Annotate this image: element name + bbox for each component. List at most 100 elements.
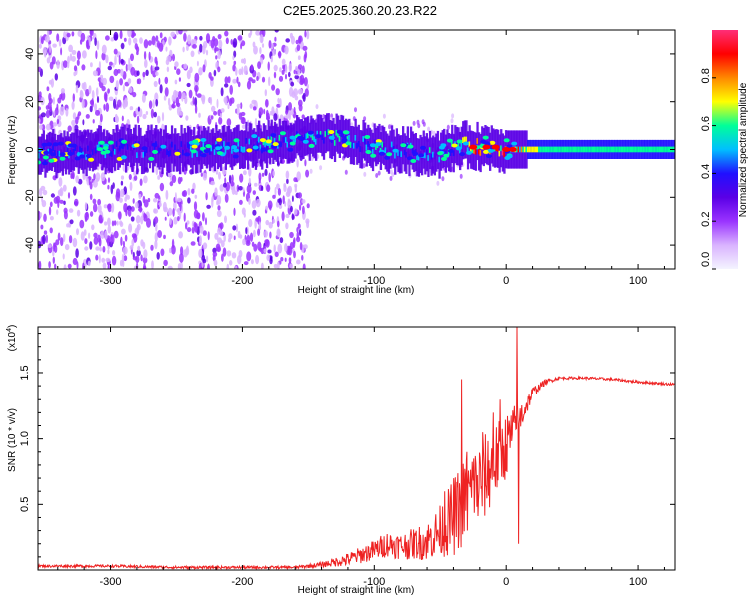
ridge-blob <box>370 153 377 158</box>
noise-speck <box>271 106 275 115</box>
noise-speck <box>154 92 159 102</box>
ridge-core <box>416 154 419 160</box>
y-tick-label: 40 <box>24 48 36 60</box>
noise-speck <box>235 223 239 233</box>
noise-speck <box>78 178 83 185</box>
noise-speck <box>211 105 216 112</box>
noise-speck <box>299 242 303 251</box>
noise-speck <box>319 165 323 171</box>
ridge-blob <box>42 155 49 160</box>
ridge-core <box>324 131 327 137</box>
noise-speck <box>224 177 227 185</box>
noise-speck <box>301 65 305 74</box>
ridge-core <box>451 141 454 147</box>
noise-speck <box>111 220 115 227</box>
noise-speck <box>221 253 224 262</box>
noise-speck <box>38 118 41 124</box>
noise-speck <box>82 119 85 126</box>
ridge-core <box>398 151 402 158</box>
ridge-core <box>226 142 229 148</box>
noise-speck <box>169 247 172 254</box>
ridge-core <box>666 146 669 153</box>
ridge-core <box>237 140 240 147</box>
noise-speck <box>265 99 269 108</box>
noise-speck <box>182 30 188 33</box>
noise-speck <box>107 217 111 227</box>
ridge-blob <box>369 143 376 148</box>
ridge-core <box>515 146 519 153</box>
noise-speck <box>85 114 90 119</box>
noise-speck <box>304 30 307 38</box>
noise-speck <box>291 195 294 202</box>
ridge-core <box>356 142 359 149</box>
ridge-peak <box>508 147 517 152</box>
noise-speck <box>67 61 70 69</box>
ridge-core <box>145 147 148 153</box>
noise-speck <box>127 30 132 38</box>
noise-speck <box>228 174 232 184</box>
noise-speck <box>40 112 46 118</box>
ridge-core <box>599 146 603 153</box>
ridge-core <box>656 146 660 153</box>
ridge-core <box>471 147 474 154</box>
ridge-blob <box>200 153 207 158</box>
snr-background <box>38 327 675 570</box>
noise-speck <box>75 84 79 94</box>
ridge-core <box>612 146 615 153</box>
spectrogram-marks <box>38 30 675 269</box>
ridge-core <box>307 132 310 139</box>
noise-speck <box>220 240 225 248</box>
ridge-blob <box>67 143 74 148</box>
ridge-blob <box>440 143 447 148</box>
noise-speck <box>68 235 73 244</box>
noise-speck <box>66 223 70 228</box>
noise-speck <box>166 55 172 62</box>
noise-speck <box>301 199 306 204</box>
ridge-core <box>522 146 525 153</box>
noise-speck <box>275 201 279 208</box>
ridge-blob <box>503 138 510 143</box>
ridge-core <box>316 130 319 137</box>
ridge-core <box>560 146 563 153</box>
noise-speck <box>134 43 138 50</box>
noise-speck <box>95 254 99 261</box>
ridge-core <box>365 144 368 151</box>
ridge-blob <box>233 138 240 143</box>
noise-speck <box>100 77 105 83</box>
noise-speck <box>169 217 172 225</box>
ridge-core <box>136 152 139 158</box>
noise-speck <box>120 180 124 186</box>
noise-speck <box>130 206 135 212</box>
noise-speck <box>101 44 107 54</box>
ridge-core <box>584 146 587 153</box>
noise-speck <box>174 79 178 85</box>
noise-speck <box>136 249 141 257</box>
noise-speck <box>72 257 78 266</box>
ridge-core <box>590 146 593 153</box>
ridge-blob <box>302 139 309 144</box>
noise-speck <box>231 174 234 183</box>
ridge-blob <box>365 150 372 154</box>
ridge-core <box>248 138 251 145</box>
ridge-core <box>281 137 284 143</box>
noise-speck <box>88 232 91 239</box>
ridge-blob <box>205 144 212 149</box>
noise-speck <box>122 240 125 247</box>
ridge-core <box>664 146 667 153</box>
ridge-core <box>615 146 618 153</box>
noise-speck <box>354 107 357 113</box>
noise-speck <box>297 64 303 70</box>
noise-speck <box>389 176 393 181</box>
noise-speck <box>283 185 287 192</box>
ridge-core <box>555 146 558 153</box>
noise-speck <box>252 209 257 216</box>
noise-speck <box>124 97 128 106</box>
noise-speck <box>236 106 240 116</box>
noise-speck <box>107 65 113 71</box>
noise-speck <box>95 246 100 251</box>
ridge-blob <box>121 139 128 144</box>
noise-speck <box>133 175 138 181</box>
noise-speck <box>230 39 233 45</box>
noise-speck <box>282 64 285 70</box>
noise-speck <box>142 71 146 78</box>
